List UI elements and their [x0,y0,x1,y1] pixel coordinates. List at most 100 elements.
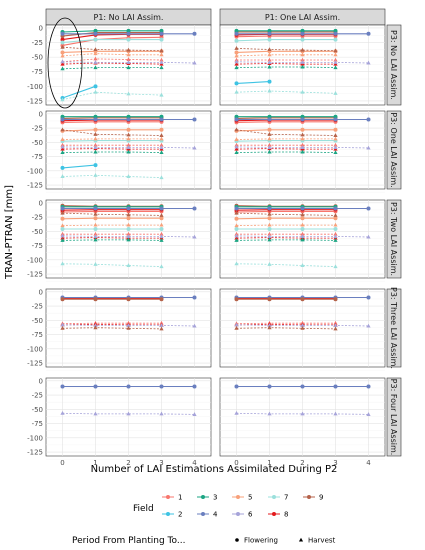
data-point-flowering [235,227,239,231]
series-line-field-8 [237,210,336,211]
data-point-flowering [235,385,239,389]
data-point-flowering [268,227,272,231]
data-point-flowering [160,118,164,122]
legend-period-label: Harvest [308,537,336,545]
series-line-field-1 [63,211,162,212]
data-point-flowering [94,118,98,122]
column-strip-label: P1: No LAI Assim. [94,13,164,22]
y-tick-label: -75 [32,242,43,250]
y-tick-label: -75 [32,68,43,76]
data-point-flowering [160,38,164,42]
legend-field-label: 3 [213,494,217,502]
legend-field-label: 7 [284,494,288,502]
y-tick-label: -25 [32,125,43,133]
y-tick-label: 0 [39,110,43,118]
data-point-flowering [268,207,272,211]
x-tick-label: 4 [366,459,371,467]
data-point-flowering [367,118,371,122]
data-point-flowering [94,84,98,88]
data-point-flowering [334,297,338,301]
y-tick-label: -125 [27,271,43,279]
data-point-flowering [235,118,239,122]
data-point-flowering [127,118,131,122]
series-line-field-9 [63,206,162,207]
data-point-flowering [334,128,338,132]
row-strip-label: P3: Four LAI Assim. [389,379,398,456]
y-tick-label: -125 [27,360,43,368]
data-point-flowering [61,385,65,389]
data-point-flowering [301,32,305,36]
data-point-flowering [268,385,272,389]
data-point-flowering [301,38,305,42]
row-strip-label: P3: One LAI Assim. [389,112,398,187]
legend-key-point [166,512,170,516]
legend-period-label: Flowering [244,537,278,545]
data-point-flowering [235,217,239,221]
column-strip-label: P1: One LAI Assim. [265,13,340,22]
x-tick-label: 2 [126,459,130,467]
x-tick-label: 3 [159,459,163,467]
series-line-field-1 [237,122,336,123]
data-point-flowering [127,216,131,220]
data-point-flowering [193,296,197,300]
legend-field-label: 1 [178,494,182,502]
data-point-flowering [127,32,131,36]
series-line-field-8 [237,120,336,121]
data-point-flowering [61,217,65,221]
data-point-flowering [268,216,272,220]
y-tick-label: -75 [32,420,43,428]
data-point-flowering [61,41,65,45]
data-point-flowering [61,32,65,36]
data-point-flowering [268,38,272,42]
data-point-flowering [235,32,239,36]
data-point-flowering [301,216,305,220]
row-strip-label: P3: Two LAI Assim. [389,202,398,276]
y-tick-label: -25 [32,303,43,311]
y-tick-label: 0 [39,288,43,296]
row-strip-label: P3: No LAI Assim. [389,30,398,100]
x-tick-label: 1 [93,459,97,467]
legend-key-point [201,495,205,499]
series-line-field-8 [63,120,162,121]
series-line-field-8 [63,210,162,211]
data-point-flowering [301,297,305,301]
y-tick-label: -100 [27,167,43,175]
data-point-flowering [367,296,371,300]
legend-field-label: 4 [213,511,218,519]
data-point-flowering [94,297,98,301]
legend-key-point [236,512,240,516]
data-point-flowering [61,227,65,231]
x-tick-label: 3 [333,459,337,467]
legend: Field 1 2 3 4 5 6 7 8 9 Period From Planting To...… [72,494,336,547]
data-point-flowering [367,385,371,389]
data-point-flowering [127,38,131,42]
data-point-flowering [127,385,131,389]
y-tick-label: -50 [32,406,43,414]
data-point-flowering [301,118,305,122]
y-tick-label: -50 [32,317,43,325]
legend-field-label: 5 [248,494,252,502]
legend-key-harvest [299,538,303,542]
data-point-flowering [268,128,272,132]
legend-key-point [166,495,170,499]
y-tick-label: -125 [27,97,43,105]
row-strip-label: P3: Three LAI Assim. [389,287,398,369]
y-tick-label: -25 [32,392,43,400]
data-point-flowering [127,128,131,132]
y-tick-label: -100 [27,83,43,91]
data-point-flowering [301,385,305,389]
data-point-flowering [193,32,197,36]
series-line-field-9 [237,206,336,207]
y-tick-label: -25 [32,39,43,47]
legend-field-label: 9 [319,494,323,502]
data-point-flowering [301,227,305,231]
data-point-flowering [268,297,272,301]
data-point-flowering [334,207,338,211]
data-point-flowering [160,297,164,301]
data-point-flowering [193,207,197,211]
legend-key-point [307,495,311,499]
x-tick-label: 2 [300,459,304,467]
data-point-flowering [301,207,305,211]
data-point-flowering [127,227,131,231]
data-point-flowering [235,297,239,301]
